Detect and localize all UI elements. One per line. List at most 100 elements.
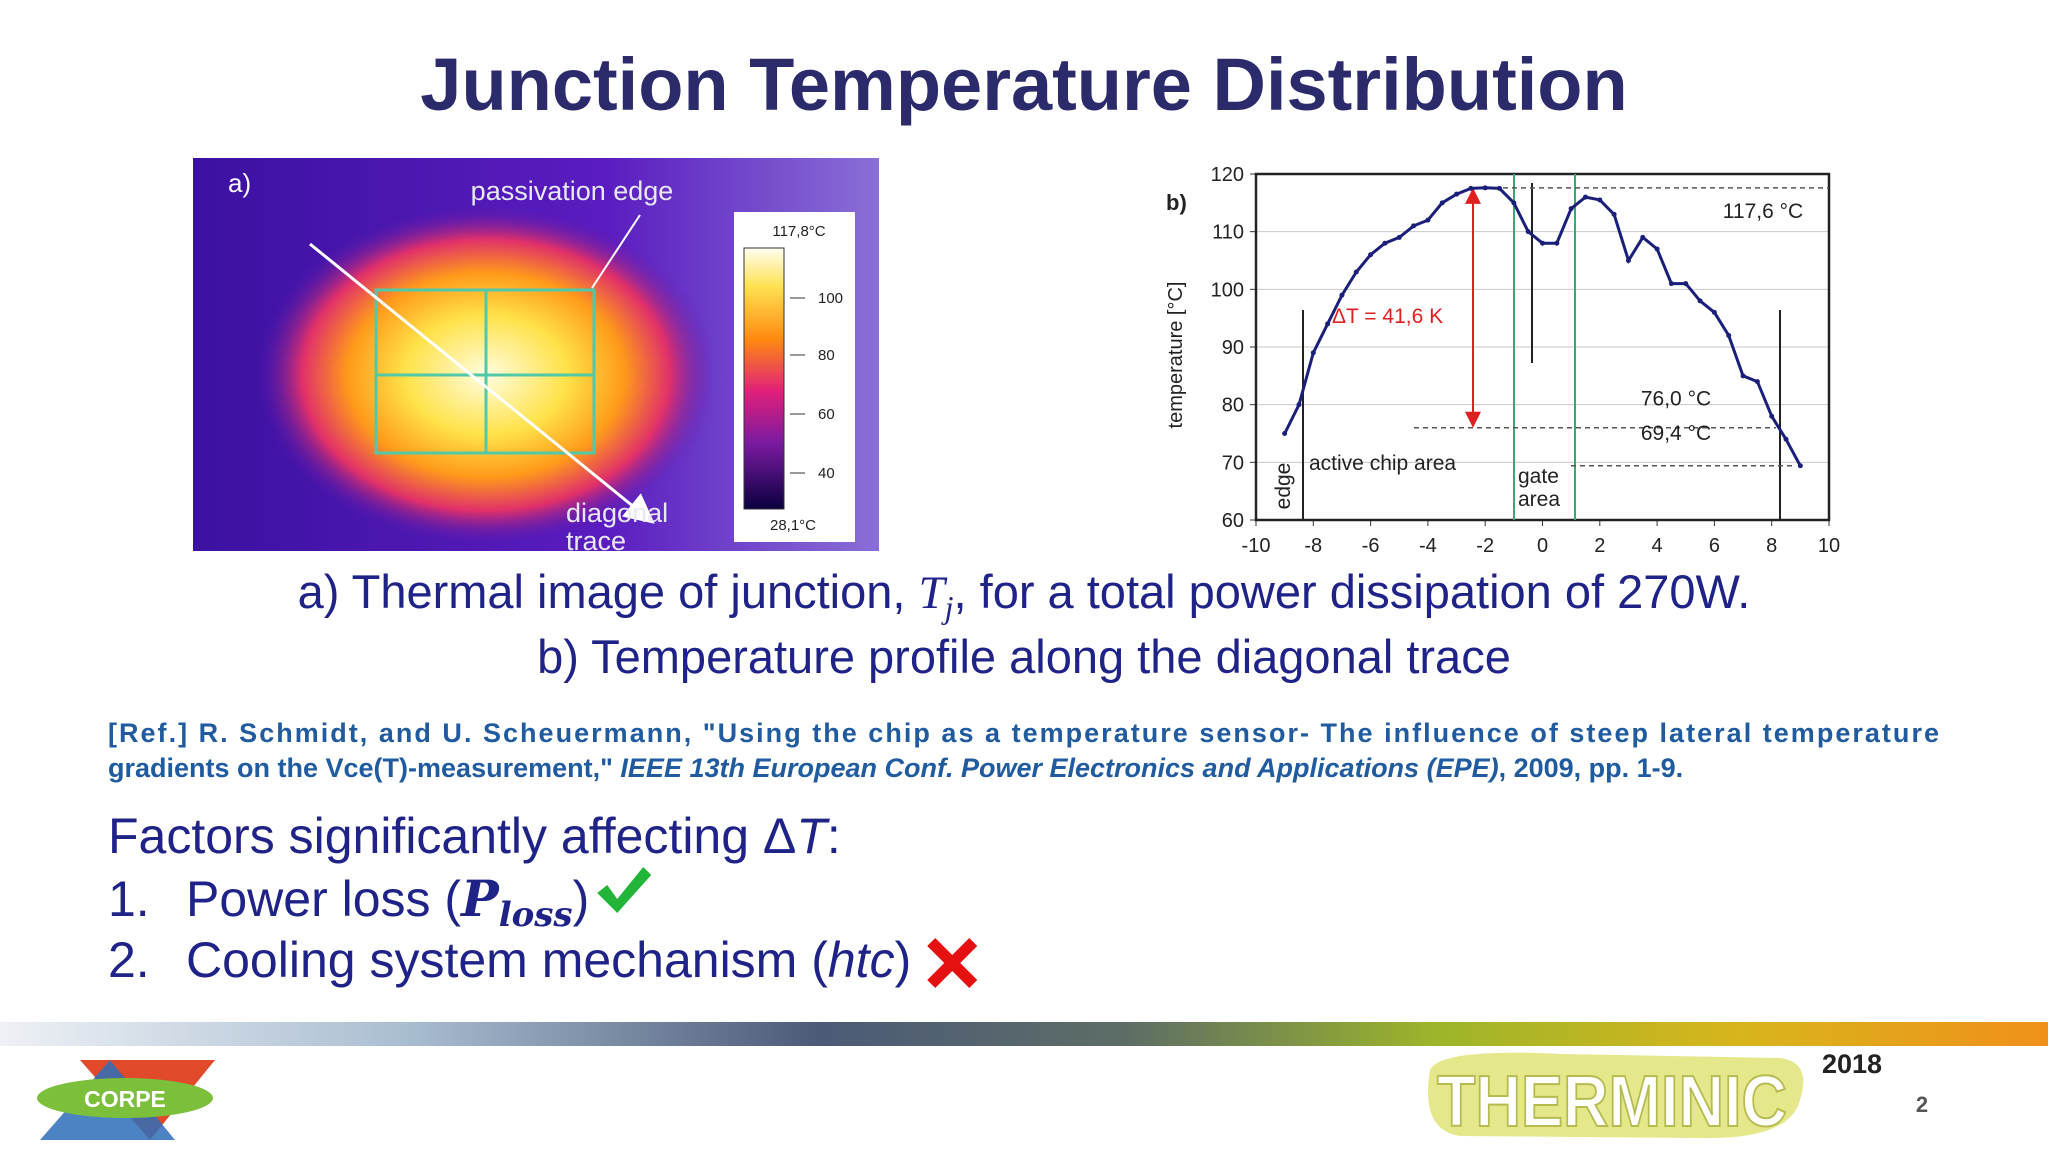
x-tick-label: -4 — [1419, 535, 1437, 557]
text-run: htc — [828, 932, 895, 988]
y-tick-label: 110 — [1212, 222, 1244, 244]
text-run: Factors significantly affecting Δ — [108, 808, 796, 864]
slide-title: Junction Temperature Distribution — [420, 43, 1627, 126]
data-point — [1296, 402, 1302, 408]
reference-line: gradients on the Vce(T)-measurement," IE… — [108, 753, 1683, 783]
data-point — [1797, 463, 1803, 469]
data-point — [1625, 258, 1631, 263]
y-tick-label: 80 — [1222, 395, 1244, 417]
data-point — [1325, 321, 1331, 327]
annotation-label: 69,4 °C — [1641, 422, 1711, 445]
diagonal-trace-arrow — [309, 242, 655, 524]
data-point — [1783, 436, 1789, 442]
text-run: T — [796, 808, 830, 864]
page-number: 2 — [1916, 1092, 1928, 1117]
data-point — [1754, 379, 1760, 385]
text-run: ) — [895, 932, 912, 988]
colorbar-min: 28,1°C — [770, 517, 816, 534]
data-point — [1497, 185, 1503, 191]
x-tick-label: -6 — [1362, 535, 1380, 557]
x-tick-label: 0 — [1537, 535, 1548, 557]
caption-line: b) Temperature profile along the diagona… — [537, 630, 1511, 683]
chart: b) temperature [°C] 60708090100110120-10… — [1165, 164, 1840, 557]
cross-icon — [927, 938, 978, 988]
x-tick-label: -2 — [1476, 535, 1494, 557]
list-item: Power loss (Ploss) — [186, 869, 589, 935]
chip-outline — [374, 288, 596, 455]
data-point — [1640, 234, 1646, 240]
logo-text: THERMINIC — [1437, 1062, 1787, 1142]
corpe-logo: CORPE — [37, 1060, 215, 1140]
footer-band — [0, 1022, 2048, 1046]
data-point — [1525, 229, 1531, 235]
colorbar-tick-label: 40 — [818, 465, 835, 482]
factors-heading: Factors significantly affecting ΔT: — [108, 808, 841, 864]
data-point — [1726, 332, 1732, 338]
x-tick-label: 10 — [1818, 535, 1840, 557]
colorbar-ticks — [790, 297, 805, 474]
figure-label: a) — [228, 168, 251, 198]
data-point — [1697, 298, 1703, 304]
thermal-image: a) passivation edge diagonal trace 117,8… — [193, 158, 879, 556]
region-label: edge — [1272, 463, 1295, 510]
data-point — [1368, 252, 1374, 258]
reference-line: [Ref.] R. Schmidt, and U. Scheuermann, "… — [108, 718, 1939, 748]
text-run: : — [827, 808, 841, 864]
list-number: 1. — [108, 871, 150, 927]
data-point — [1568, 206, 1574, 212]
logo-year: 2018 — [1822, 1049, 1882, 1079]
data-point — [1711, 309, 1717, 315]
y-tick-label: 90 — [1222, 337, 1244, 359]
region-label: area — [1518, 488, 1560, 511]
x-tick-label: 2 — [1594, 535, 1605, 557]
data-point — [1740, 373, 1746, 379]
list-number: 2. — [108, 932, 150, 988]
colorbar-max: 117,8°C — [772, 223, 825, 240]
data-point — [1382, 240, 1388, 246]
caption-line: a) Thermal image of junction, Tj, for a … — [298, 565, 1751, 625]
data-point — [1411, 223, 1417, 229]
data-point — [1540, 240, 1545, 246]
data-point — [1683, 281, 1689, 287]
data-point — [1582, 194, 1588, 200]
annotation: trace — [566, 526, 626, 556]
logo-text: CORPE — [84, 1086, 166, 1112]
data-point — [1425, 217, 1431, 223]
text-run: Power loss ( — [186, 871, 461, 927]
text-run: , 2009, pp. 1-9. — [1499, 753, 1684, 783]
annotation-label: 117,6 °C — [1723, 200, 1803, 223]
check-icon — [597, 867, 652, 913]
x-tick-label: 8 — [1766, 535, 1777, 557]
data-point — [1668, 281, 1674, 287]
plot-frame — [1254, 172, 1831, 522]
y-tick-label: 60 — [1222, 510, 1244, 532]
data-point — [1468, 185, 1474, 191]
x-tick-label: -8 — [1304, 535, 1322, 557]
x-tick-label: 6 — [1709, 535, 1720, 557]
text-run: T — [919, 567, 948, 619]
text-run: , for a total power dissipation of 270W. — [954, 565, 1751, 618]
text-run: P — [459, 869, 500, 928]
colorbar-tick-label: 80 — [818, 347, 835, 364]
x-tick-label: 4 — [1652, 535, 1663, 557]
colorbar-tick-label: 100 — [818, 290, 843, 307]
data-point — [1396, 234, 1402, 240]
annotation: passivation edge — [471, 176, 674, 206]
data-point — [1511, 200, 1517, 206]
text-run: gradients on the Vce(T)-measurement," — [108, 753, 620, 783]
text-run: Cooling system mechanism ( — [186, 932, 828, 988]
pointer-line — [591, 214, 641, 289]
text-run: j — [941, 589, 954, 625]
chart-label: b) — [1166, 190, 1187, 215]
annotation: diagonal — [566, 498, 668, 528]
delta-label: ΔT = 41,6 K — [1332, 305, 1443, 328]
data-point — [1769, 413, 1775, 419]
data-point — [1454, 191, 1460, 197]
y-axis-label: temperature [°C] — [1165, 282, 1187, 429]
text-run: ) — [573, 871, 590, 927]
text-run: loss — [499, 895, 573, 935]
annotation-label: 76,0 °C — [1641, 388, 1711, 411]
y-tick-label: 120 — [1211, 164, 1244, 186]
x-tick-label: -10 — [1242, 535, 1271, 557]
